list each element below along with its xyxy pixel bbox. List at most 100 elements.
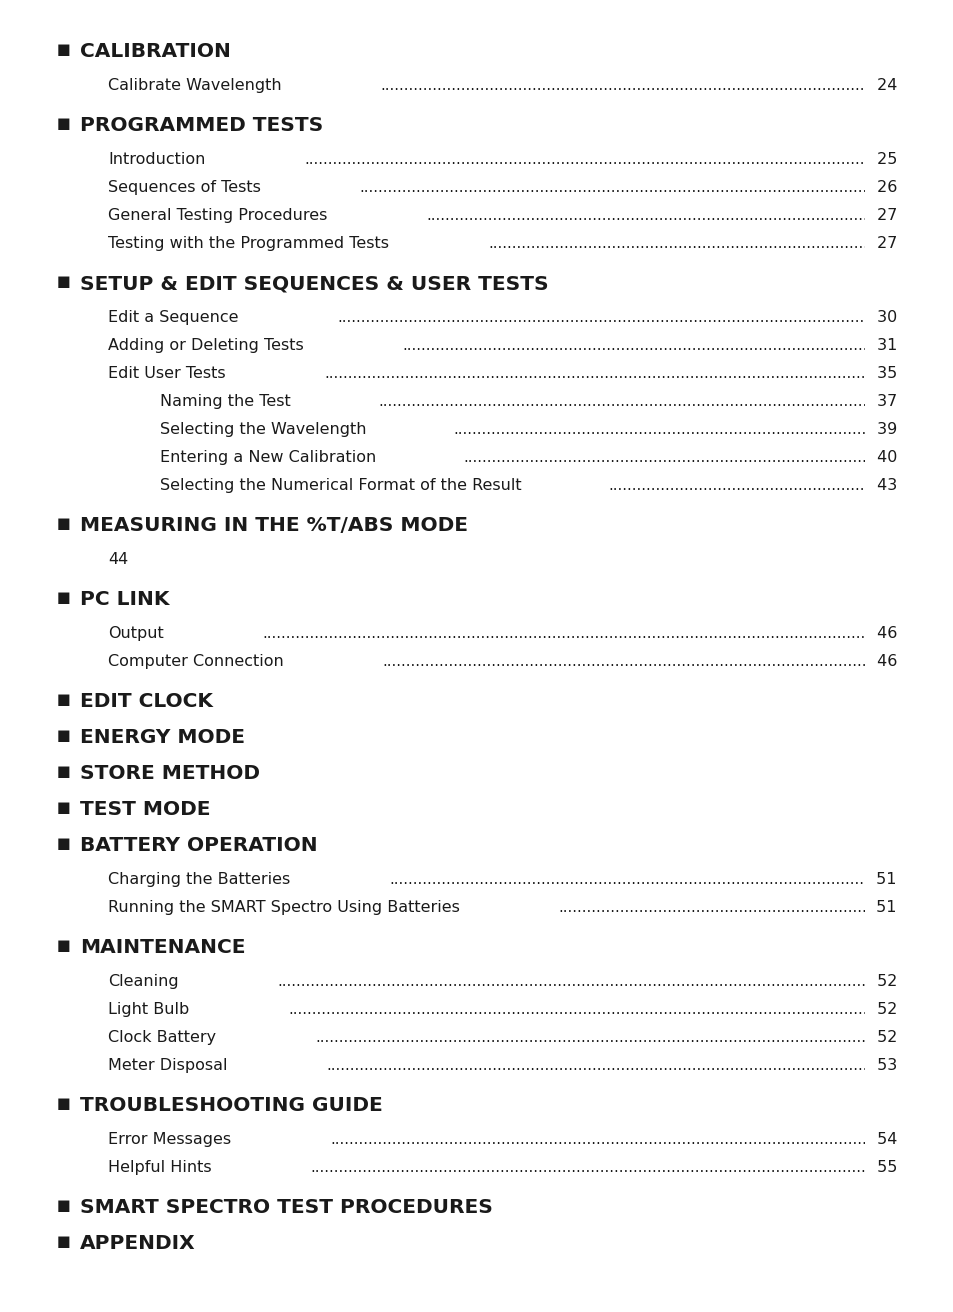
Text: 39: 39	[871, 422, 896, 437]
Text: 49: 49	[868, 764, 896, 783]
Text: ................................................................................: ........................................…	[262, 626, 953, 642]
Text: Output: Output	[108, 626, 164, 642]
Bar	[864, 0, 953, 1312]
Text: 40: 40	[871, 450, 896, 464]
Text: Selecting the Wavelength: Selecting the Wavelength	[160, 422, 366, 437]
Bar	[864, 0, 953, 1312]
Text: ................................................................................: ........................................…	[380, 77, 953, 93]
Text: Computer Connection: Computer Connection	[108, 653, 283, 669]
Text: Testing with the Programmed Tests: Testing with the Programmed Tests	[108, 236, 389, 251]
Bar	[864, 0, 953, 1312]
Text: 46: 46	[871, 653, 896, 669]
Text: Light Bulb: Light Bulb	[108, 1002, 189, 1017]
Text: 27: 27	[871, 209, 896, 223]
Bar	[864, 0, 953, 1312]
Bar	[864, 0, 953, 1312]
Text: 55: 55	[871, 1160, 896, 1176]
Text: ■: ■	[57, 115, 71, 131]
Text: ................................................................................: ........................................…	[463, 450, 953, 464]
Bar	[864, 0, 953, 1312]
Bar	[864, 0, 953, 1312]
Text: General Testing Procedures: General Testing Procedures	[108, 209, 327, 223]
Text: Clock Battery: Clock Battery	[108, 1030, 216, 1044]
Text: MAINTENANCE: MAINTENANCE	[80, 938, 245, 956]
Text: ■: ■	[57, 764, 71, 779]
Bar	[864, 0, 953, 1312]
Text: ................................................................................: ........................................…	[330, 1132, 953, 1147]
Text: ................................................................................: ........................................…	[382, 653, 953, 669]
Bar	[864, 0, 953, 1312]
Text: STORE METHOD: STORE METHOD	[80, 764, 260, 783]
Text: 52: 52	[871, 1030, 896, 1044]
Text: ■: ■	[57, 800, 71, 815]
Text: 46: 46	[871, 626, 896, 642]
Text: PC LINK: PC LINK	[80, 590, 170, 609]
Text: 27: 27	[871, 236, 896, 251]
Text: 43: 43	[871, 478, 896, 493]
Text: Cleaning: Cleaning	[108, 974, 178, 989]
Text: 37: 37	[871, 394, 896, 409]
Text: 35: 35	[871, 366, 896, 380]
Bar	[864, 0, 953, 1312]
Text: ■: ■	[57, 1235, 71, 1249]
Text: 50: 50	[868, 800, 896, 819]
Text: ................................................................................: ........................................…	[558, 900, 953, 914]
Text: 51: 51	[871, 900, 896, 914]
Text: ................................................................................: ........................................…	[426, 209, 953, 223]
Text: Running the SMART Spectro Using Batteries: Running the SMART Spectro Using Batterie…	[108, 900, 459, 914]
Text: 43: 43	[871, 478, 896, 493]
Text: Charging the Batteries: Charging the Batteries	[108, 872, 290, 887]
Text: 30: 30	[871, 310, 896, 325]
Text: Entering a New Calibration: Entering a New Calibration	[160, 450, 375, 464]
Bar	[864, 0, 953, 1312]
Text: ■: ■	[57, 42, 71, 56]
Bar	[864, 0, 953, 1312]
Text: 31: 31	[871, 338, 896, 353]
Text: 37: 37	[871, 394, 896, 409]
Text: ................................................................................: ........................................…	[389, 872, 953, 887]
Text: SETUP & EDIT SEQUENCES & USER TESTS: SETUP & EDIT SEQUENCES & USER TESTS	[80, 274, 548, 293]
Text: PROGRAMMED TESTS: PROGRAMMED TESTS	[80, 115, 323, 135]
Text: 51: 51	[871, 872, 896, 887]
Text: ■: ■	[57, 836, 71, 851]
Bar	[864, 0, 953, 1312]
Text: 35: 35	[871, 366, 896, 380]
Text: 44: 44	[108, 552, 128, 567]
Text: 53: 53	[871, 1057, 896, 1073]
Text: ................................................................................: ........................................…	[402, 338, 953, 353]
Text: ENERGY MODE: ENERGY MODE	[80, 728, 245, 747]
Text: ................................................................................: ........................................…	[326, 1057, 953, 1073]
Text: ................................................................................: ........................................…	[377, 394, 953, 409]
Text: ■: ■	[57, 1198, 71, 1214]
Text: ■: ■	[57, 1096, 71, 1111]
Text: 27: 27	[871, 236, 896, 251]
Text: Adding or Deleting Tests: Adding or Deleting Tests	[108, 338, 303, 353]
Text: SMART SPECTRO TEST PROCEDURES: SMART SPECTRO TEST PROCEDURES	[80, 1198, 493, 1218]
Text: 24: 24	[871, 77, 896, 93]
Text: 52: 52	[871, 974, 896, 989]
Bar	[864, 0, 953, 1312]
Text: ................................................................................: ........................................…	[454, 422, 953, 437]
Text: ■: ■	[57, 516, 71, 531]
Text: 51: 51	[871, 900, 896, 914]
Text: Naming the Test: Naming the Test	[160, 394, 291, 409]
Text: 51: 51	[871, 872, 896, 887]
Text: 47: 47	[868, 691, 896, 711]
Text: ................................................................................: ........................................…	[487, 236, 953, 251]
Text: Edit User Tests: Edit User Tests	[108, 366, 226, 380]
Text: 52: 52	[871, 1002, 896, 1017]
Text: 54: 54	[871, 1132, 896, 1147]
Text: 30: 30	[871, 310, 896, 325]
Bar	[864, 0, 953, 1312]
Text: Meter Disposal: Meter Disposal	[108, 1057, 227, 1073]
Text: 40: 40	[871, 450, 896, 464]
Bar	[864, 0, 953, 1312]
Text: ■: ■	[57, 728, 71, 743]
Text: TROUBLESHOOTING GUIDE: TROUBLESHOOTING GUIDE	[80, 1096, 382, 1115]
Text: Edit a Sequence: Edit a Sequence	[108, 310, 238, 325]
Text: 26: 26	[871, 180, 896, 195]
Text: 26: 26	[871, 180, 896, 195]
Text: APPENDIX: APPENDIX	[80, 1235, 195, 1253]
Text: 55: 55	[871, 1160, 896, 1176]
Text: ................................................................................: ........................................…	[337, 310, 953, 325]
